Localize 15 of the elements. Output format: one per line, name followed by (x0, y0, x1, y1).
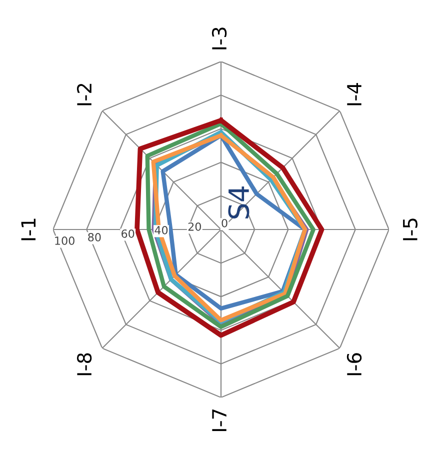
y-tick-label: 40 (154, 226, 168, 234)
text: S4 (228, 186, 250, 218)
spoke-label: I-3 (212, 28, 227, 50)
spoke-label: I-2 (76, 84, 92, 106)
spoke-label: I-6 (346, 353, 362, 376)
spoke-label: I-1 (21, 218, 36, 240)
y-tick-label: 80 (88, 232, 101, 242)
spoke-label: I-7 (212, 409, 226, 432)
y-tick-label: 100 (55, 236, 74, 245)
spoke-label: I-8 (76, 353, 92, 376)
spoke-label: I-4 (347, 83, 362, 106)
y-tick-label: 60 (122, 229, 134, 238)
y-tick-label: 20 (188, 222, 201, 231)
spoke-label: I-5 (403, 218, 418, 240)
y-tick-label: 0 (222, 218, 228, 228)
